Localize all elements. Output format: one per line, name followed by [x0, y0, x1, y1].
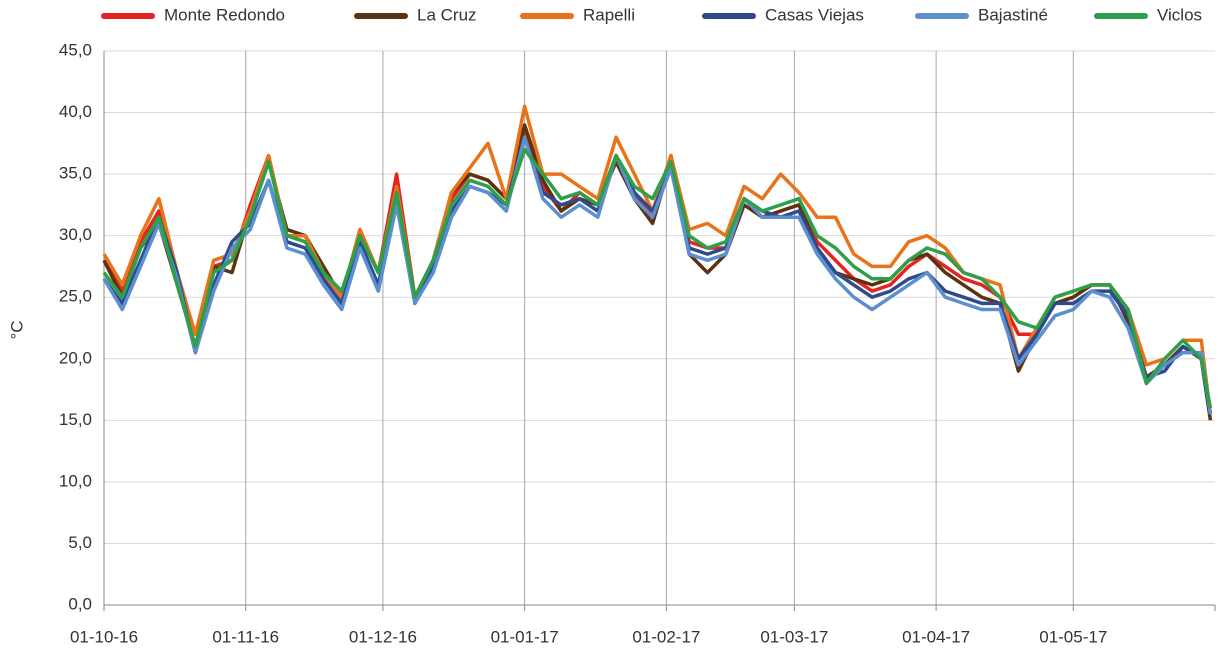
x-tick-label: 01-04-17	[902, 627, 970, 646]
y-tick-label: 0,0	[68, 594, 92, 613]
series-line	[104, 106, 1210, 414]
series-line	[104, 137, 1210, 414]
legend-label: Bajastiné	[978, 5, 1048, 24]
x-tick-label: 01-10-16	[70, 627, 138, 646]
y-tick-label: 25,0	[59, 287, 92, 306]
chart: °C 0,0 5,0 10,0 15,0 20,0 25,0 30,0 35,0 40,0 45,…	[0, 0, 1220, 655]
y-tick-label: 5,0	[68, 533, 92, 552]
y-tick-label: 40,0	[59, 102, 92, 121]
y-tick-label: 20,0	[59, 348, 92, 367]
x-tick-label: 01-03-17	[760, 627, 828, 646]
legend-label: La Cruz	[417, 5, 477, 24]
y-tick-label: 35,0	[59, 164, 92, 183]
legend-label: Monte Redondo	[164, 5, 285, 24]
x-tick-label: 01-11-16	[212, 627, 279, 646]
legend-label: Rapelli	[583, 5, 635, 24]
y-tick-label: 30,0	[59, 225, 92, 244]
legend-label: Casas Viejas	[765, 5, 864, 24]
x-tick-label: 01-02-17	[632, 627, 700, 646]
y-tick-label: 45,0	[59, 40, 92, 59]
series-line	[104, 137, 1210, 414]
x-tick-label: 01-05-17	[1039, 627, 1107, 646]
y-axis-label: °C	[7, 320, 26, 339]
x-tick-label: 01-12-16	[349, 627, 417, 646]
legend-label: Viclos	[1157, 5, 1202, 24]
y-tick-label: 15,0	[59, 410, 92, 429]
y-tick-label: 10,0	[59, 471, 92, 490]
x-tick-label: 01-01-17	[491, 627, 559, 646]
